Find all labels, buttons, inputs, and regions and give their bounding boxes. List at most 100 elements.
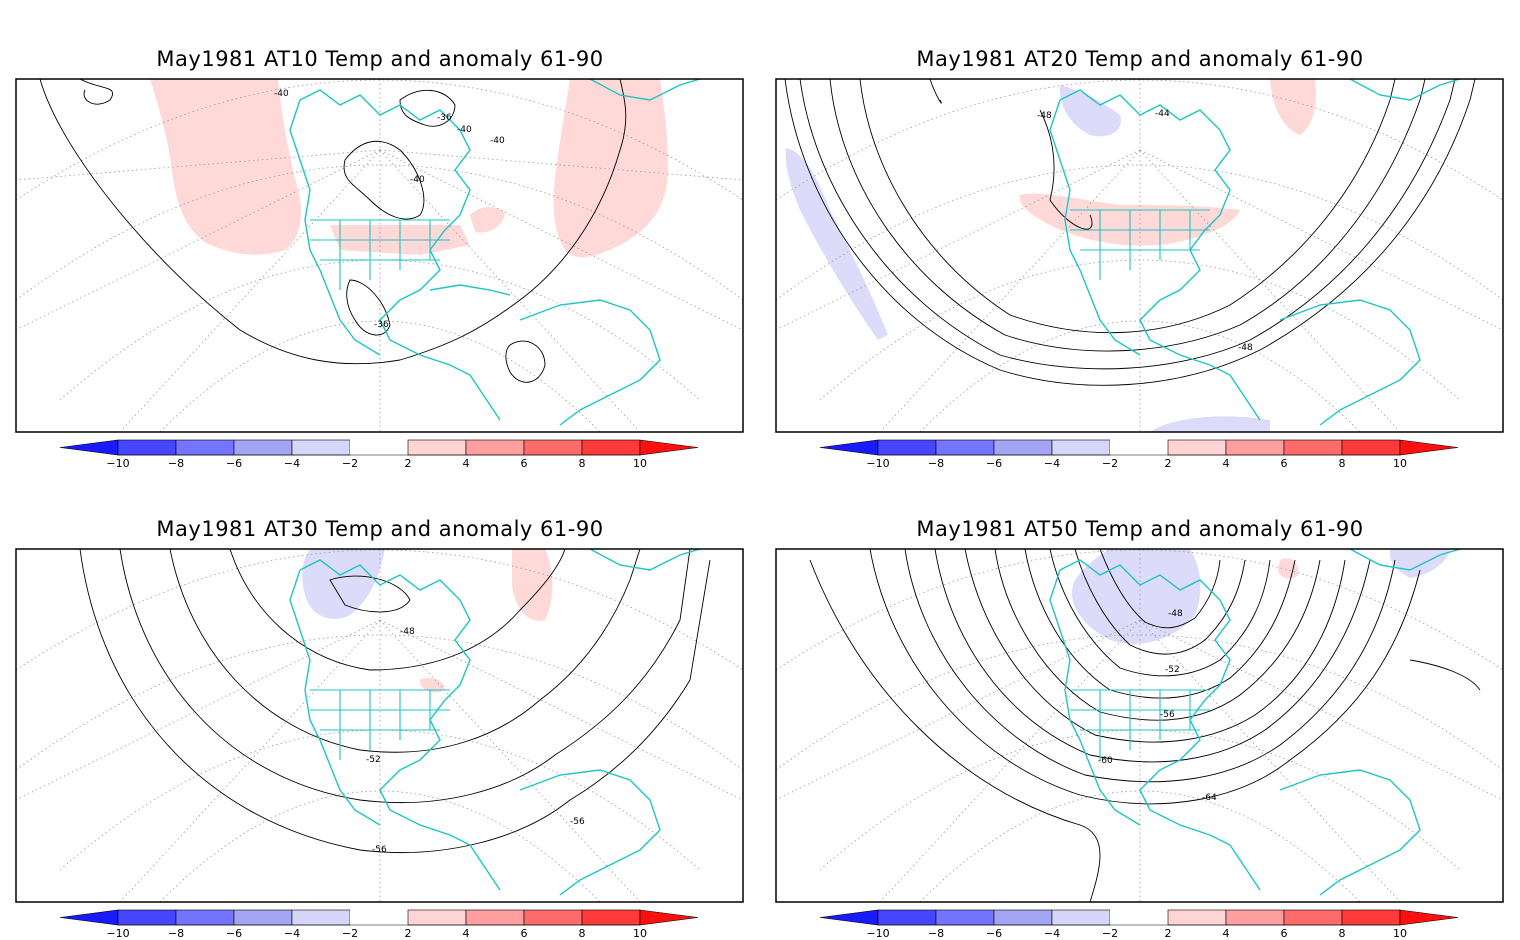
colorbar-segment xyxy=(291,439,351,456)
colorbar-tick-label: −6 xyxy=(986,927,1002,940)
contour-label: -44 xyxy=(1155,109,1170,119)
colorbar-tick-label: −10 xyxy=(866,927,889,940)
panel-1-anomaly-shading xyxy=(150,79,668,258)
colorbar-segment xyxy=(1051,909,1111,926)
colorbar-arrow-positive xyxy=(1399,439,1459,456)
colorbar-segment xyxy=(581,909,641,926)
panel-1-frame xyxy=(15,78,744,433)
colorbar-segment xyxy=(407,909,467,926)
contour-label: -48 xyxy=(1037,111,1052,121)
colorbar-segment xyxy=(523,909,583,926)
colorbar-tick-label: 6 xyxy=(1281,927,1288,940)
panel-4-title: May1981 AT50 Temp and anomaly 61-90 xyxy=(916,517,1363,541)
panel-1-contour-labels: -40 -36 -40 -40 -40 -36 xyxy=(274,89,505,330)
colorbar-tick-label: −6 xyxy=(226,927,242,940)
colorbar-segment xyxy=(233,909,293,926)
colorbar-arrow-negative xyxy=(59,909,119,926)
contour-label: -48 xyxy=(400,627,415,637)
panel-2-frame xyxy=(775,78,1504,433)
colorbar-tick-label: 2 xyxy=(405,927,412,940)
colorbar-arrow-positive xyxy=(639,909,699,926)
colorbar-tick-label: 6 xyxy=(1281,457,1288,470)
colorbar-tick-label: 8 xyxy=(579,927,586,940)
panel-2-coastlines xyxy=(1049,79,1461,426)
panel-1-coastlines xyxy=(289,79,701,426)
panel-1-map xyxy=(16,79,743,432)
colorbar-segment xyxy=(350,440,408,455)
colorbar-tick-label: −2 xyxy=(342,457,358,470)
panel-2-grid xyxy=(776,79,1503,432)
colorbar-tick-label: 10 xyxy=(633,457,647,470)
colorbar-tick-label: 10 xyxy=(1393,927,1407,940)
panel-4-coastlines xyxy=(1049,549,1461,896)
contour-label: -60 xyxy=(1098,756,1113,766)
panel-3-coastlines xyxy=(289,549,701,896)
panel-3-colorbar: −10 −8 −6 −4 −2 2 4 6 8 10 xyxy=(59,909,699,940)
colorbar-tick-label: −8 xyxy=(168,927,184,940)
contour-label: -52 xyxy=(1165,665,1180,675)
panel-3-frame xyxy=(15,548,744,903)
contour-label: -40 xyxy=(410,175,425,185)
panel-2-contour-labels: -48 -44 -48 xyxy=(1037,109,1253,353)
colorbar-tick-label: −2 xyxy=(342,927,358,940)
panel-1-contours xyxy=(39,79,627,383)
contour-label: -40 xyxy=(274,89,289,99)
colorbar-tick-label: −2 xyxy=(1102,927,1118,940)
contour-label: -48 xyxy=(1168,609,1183,619)
colorbar-tick-label: 2 xyxy=(1165,457,1172,470)
colorbar-segment xyxy=(407,439,467,456)
colorbar-tick-label: −8 xyxy=(928,927,944,940)
colorbar-segment xyxy=(523,439,583,456)
panel-4-contour-labels: -48 -52 -56 -60 -64 xyxy=(1098,609,1217,803)
colorbar-tick-label: 4 xyxy=(1223,457,1230,470)
panel-3: May1981 AT30 Temp and anomaly 61-90 xyxy=(15,517,744,940)
contour-label: -56 xyxy=(1160,710,1175,720)
colorbar-segment xyxy=(465,439,525,456)
panel-3-map xyxy=(16,549,743,902)
panel-3-states xyxy=(310,689,450,760)
panel-1: May1981 AT10 Temp and anomaly 61-90 xyxy=(15,47,744,470)
panel-4-colorbar: −10 −8 −6 −4 −2 2 4 6 8 10 xyxy=(819,909,1459,940)
colorbar-segment xyxy=(581,439,641,456)
colorbar-segment xyxy=(291,909,351,926)
panel-2-map xyxy=(776,79,1503,432)
colorbar-tick-label: −10 xyxy=(106,457,129,470)
colorbar-segment xyxy=(877,909,937,926)
colorbar-tick-label: 6 xyxy=(521,927,528,940)
panel-2-title: May1981 AT20 Temp and anomaly 61-90 xyxy=(916,47,1363,71)
colorbar-arrow-positive xyxy=(1399,909,1459,926)
panel-2-contours xyxy=(784,79,1476,386)
panel-4-states xyxy=(1070,689,1210,760)
colorbar-tick-label: 8 xyxy=(1339,457,1346,470)
contour-label: -36 xyxy=(374,320,389,330)
colorbar-tick-label: −8 xyxy=(928,457,944,470)
colorbar-tick-label: 6 xyxy=(521,457,528,470)
colorbar-arrow-negative xyxy=(819,909,879,926)
panel-2: May1981 AT20 Temp and anomaly 61-90 xyxy=(775,47,1504,470)
contour-label: -48 xyxy=(1238,343,1253,353)
panel-4-anomaly-shading xyxy=(1071,549,1450,644)
colorbar-segment xyxy=(877,439,937,456)
panel-3-title: May1981 AT30 Temp and anomaly 61-90 xyxy=(156,517,603,541)
contour-label: -56 xyxy=(570,817,585,827)
colorbar-segment xyxy=(117,439,177,456)
colorbar-segment xyxy=(1283,439,1343,456)
colorbar-segment xyxy=(175,909,235,926)
colorbar-tick-label: −4 xyxy=(1044,457,1060,470)
colorbar-tick-label: 4 xyxy=(1223,927,1230,940)
colorbar-segment xyxy=(1167,909,1227,926)
panel-1-states xyxy=(310,219,450,290)
panel-1-title: May1981 AT10 Temp and anomaly 61-90 xyxy=(156,47,603,71)
panel-2-states xyxy=(1070,209,1210,280)
colorbar-tick-label: 2 xyxy=(405,457,412,470)
colorbar-segment xyxy=(233,439,293,456)
colorbar-segment xyxy=(935,909,995,926)
colorbar-segment xyxy=(465,909,525,926)
colorbar-segment xyxy=(350,910,408,925)
colorbar-segment xyxy=(993,909,1053,926)
colorbar-segment xyxy=(1341,439,1401,456)
colorbar-tick-label: −4 xyxy=(1044,927,1060,940)
colorbar-segment xyxy=(1225,909,1285,926)
colorbar-arrow-positive xyxy=(639,439,699,456)
panel-1-colorbar: −10 −8 −6 −4 −2 2 4 6 8 10 xyxy=(59,439,699,470)
